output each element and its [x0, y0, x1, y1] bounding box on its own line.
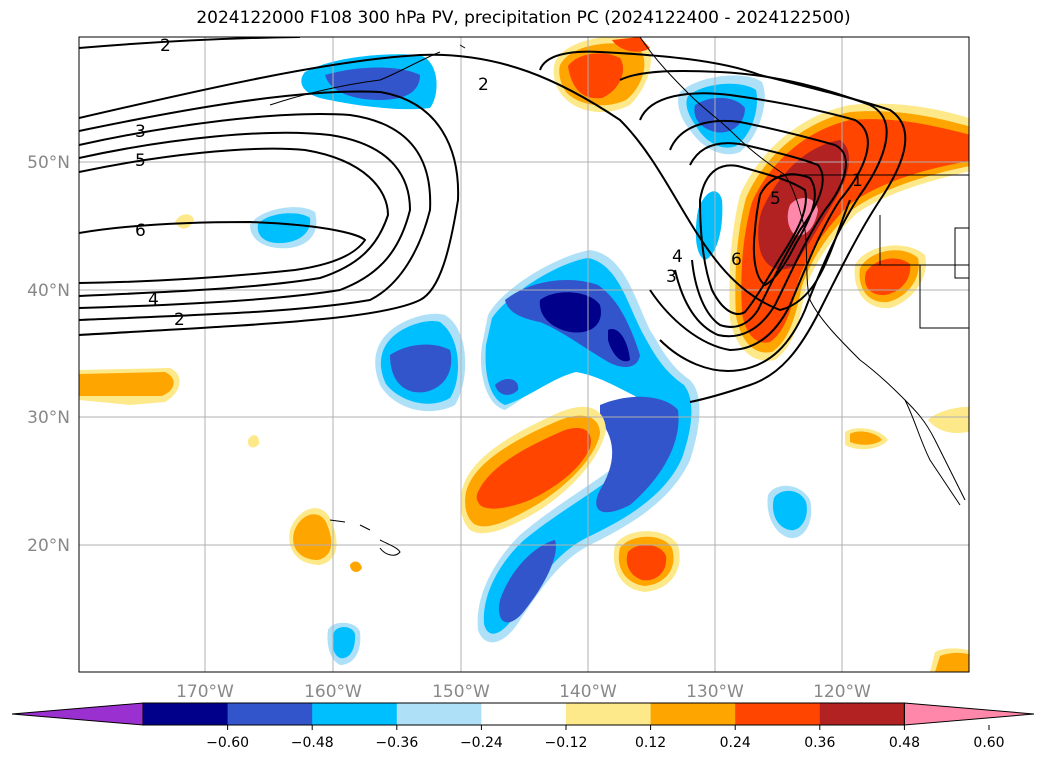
colorbar-tick-label: 0.60 [973, 735, 1004, 751]
contour-label: 5 [135, 151, 146, 171]
contour-label: 6 [731, 250, 742, 270]
lon-label: 120°W [813, 682, 871, 702]
contour-label: 1 [852, 171, 863, 191]
contour-label: 3 [135, 122, 146, 142]
lon-label: 150°W [432, 682, 490, 702]
latitude-labels: 50°N 40°N 30°N 20°N [27, 153, 70, 556]
colorbar-segment [481, 703, 567, 725]
contour-label: 4 [148, 290, 159, 310]
lat-label: 30°N [27, 408, 70, 428]
lat-label: 40°N [27, 281, 70, 301]
lat-label: 50°N [27, 153, 70, 173]
contour-label: 6 [135, 221, 146, 241]
longitude-labels: 170°W 160°W 150°W 140°W 130°W 120°W [176, 682, 871, 702]
colorbar-segment [819, 703, 905, 725]
contour-label: 3 [666, 267, 677, 287]
contour-label: 2 [478, 75, 489, 95]
contour-label: 2 [174, 310, 185, 330]
colorbar-extend-high [903, 702, 1035, 726]
colorbar: −0.60 −0.48 −0.36 −0.24 −0.12 0.12 0.24 0.36 0.4… [11, 702, 1035, 751]
colorbar-tick-label: −0.48 [291, 735, 334, 751]
colorbar-tick-label: −0.24 [460, 735, 503, 751]
map-frame [78, 36, 970, 673]
graticule [79, 37, 969, 672]
colorbar-tick-label: −0.60 [206, 735, 249, 751]
lon-label: 170°W [176, 682, 234, 702]
pv-contours [79, 37, 907, 403]
lon-label: 140°W [559, 682, 617, 702]
contour-label: 2 [160, 36, 171, 56]
colorbar-tick-label: 0.24 [720, 735, 751, 751]
colorbar-tick-label: −0.36 [375, 735, 418, 751]
colorbar-tick-label: 0.36 [804, 735, 835, 751]
contour-labels: 2 3 5 6 4 2 2 4 3 6 5 1 [135, 36, 863, 330]
colorbar-segment [312, 703, 398, 725]
lat-label: 20°N [27, 536, 70, 556]
contour-label: 4 [672, 247, 683, 267]
colorbar-tick-label: −0.12 [545, 735, 588, 751]
colorbar-segment [650, 703, 736, 725]
colorbar-segment [735, 703, 821, 725]
colorbar-segment [566, 703, 652, 725]
lon-label: 160°W [304, 682, 362, 702]
map-title: 2024122000 F108 300 hPa PV, precipitatio… [196, 8, 851, 28]
colorbar-tick-label: 0.12 [635, 735, 666, 751]
colorbar-frame [142, 702, 905, 726]
colorbar-segment [227, 703, 313, 725]
colorbar-segment [143, 703, 229, 725]
colorbar-tick-label: 0.48 [889, 735, 920, 751]
colorbar-segment [396, 703, 482, 725]
contour-label: 5 [770, 189, 781, 209]
colorbar-extend-low [11, 702, 144, 726]
lon-label: 130°W [686, 682, 744, 702]
